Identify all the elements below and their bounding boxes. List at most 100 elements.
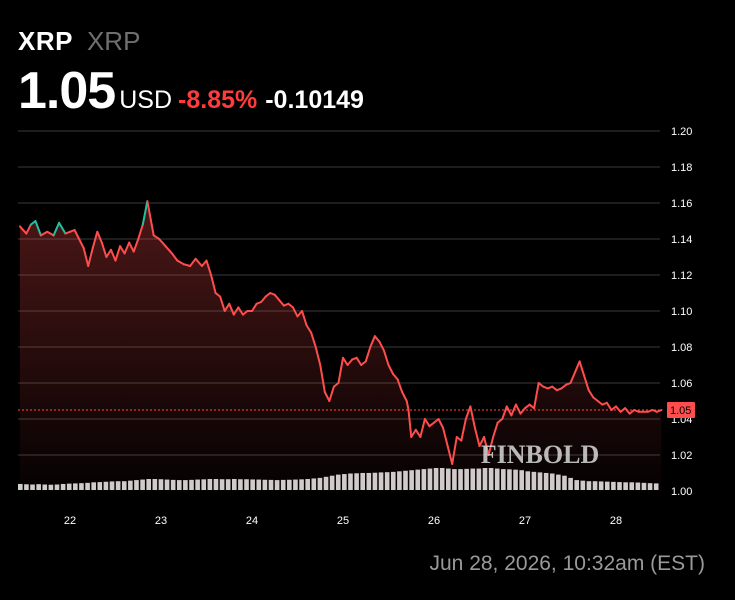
price-segment: [451, 436, 458, 465]
price-segment: [569, 371, 577, 384]
price-segment: [446, 445, 454, 465]
price-segment: [301, 310, 308, 327]
y-tick-label: 1.10: [671, 306, 692, 318]
price-segment: [228, 302, 235, 316]
change-percent: -8.85%: [178, 86, 258, 114]
y-tick-label: 1.00: [671, 486, 692, 498]
price-segment: [624, 407, 631, 415]
price-segment: [410, 428, 417, 438]
price-segment: [423, 418, 431, 428]
price-segment: [442, 427, 449, 447]
price-segment: [260, 295, 267, 303]
price-segment: [407, 409, 413, 438]
price-segment: [578, 360, 586, 377]
current-price: 1.05: [18, 62, 116, 120]
price-segment: [514, 403, 522, 415]
price-segment: [437, 418, 445, 429]
price-segment: [46, 230, 55, 237]
price-segment: [205, 259, 213, 276]
price-segment: [501, 405, 508, 420]
price-segment: [328, 385, 335, 402]
price-segment: [378, 340, 385, 352]
price-segment: [510, 403, 517, 417]
price-segment: [342, 356, 349, 366]
price-area-fill: [19, 201, 662, 491]
y-tick-label: 1.12: [671, 270, 692, 282]
asset-name: XRP: [86, 26, 141, 56]
currency-label: USD: [119, 86, 173, 114]
y-tick-label: 1.20: [671, 126, 692, 138]
price-segment: [473, 427, 481, 447]
price-segment: [100, 241, 108, 258]
change-absolute: -0.10149: [265, 86, 364, 114]
x-tick-label: 26: [428, 515, 440, 527]
price-segment: [460, 418, 467, 442]
price-segment: [34, 220, 42, 237]
price-segment: [605, 401, 613, 411]
price-segment: [96, 230, 103, 244]
price-segment: [483, 436, 490, 456]
price-segment: [487, 436, 495, 456]
price-segment: [137, 223, 144, 240]
price-segment: [219, 295, 226, 312]
price-segment: [355, 356, 363, 366]
price-segment: [109, 248, 117, 262]
y-tick-label: 1.16: [671, 198, 692, 210]
symbol-row: XRP XRP: [18, 26, 364, 57]
price-segment: [319, 364, 326, 393]
price-segment: [401, 391, 408, 402]
price-segment: [305, 324, 313, 334]
price-segment: [314, 346, 322, 366]
price-segment: [310, 331, 317, 348]
price-segment: [533, 382, 540, 410]
price-segment: [655, 409, 663, 413]
x-axis-ticks: 22 23 24 25 26 27 28: [64, 515, 622, 527]
last-price-box: [667, 402, 695, 418]
y-tick-label: 1.02: [671, 450, 692, 462]
price-segment: [405, 400, 410, 411]
price-segment: [291, 306, 299, 318]
price-segment: [52, 221, 61, 237]
price-segment: [223, 302, 231, 312]
price-segment: [82, 247, 90, 267]
price-segment: [170, 252, 179, 262]
y-tick-label: 1.14: [671, 234, 692, 246]
y-tick-label: 1.06: [671, 378, 692, 390]
price-segment: [146, 200, 155, 237]
x-tick-label: 27: [519, 515, 531, 527]
price-segment: [210, 274, 217, 294]
price-segment: [478, 436, 486, 447]
ticker-symbol: XRP: [18, 26, 73, 56]
x-tick-label: 23: [155, 515, 167, 527]
price-segment: [164, 245, 173, 255]
price-line: [18, 200, 663, 465]
price-segment: [323, 391, 331, 402]
price-segment: [105, 248, 112, 258]
x-tick-label: 25: [337, 515, 349, 527]
price-segment: [39, 230, 49, 237]
price-segment: [574, 360, 581, 374]
price-segment: [419, 418, 426, 438]
price-segment: [373, 335, 381, 343]
price-segment: [182, 263, 192, 267]
price-segment: [251, 302, 258, 312]
price-segment: [25, 223, 32, 235]
price-row: 1.05 USD -8.85% -0.10149: [18, 62, 364, 120]
price-segment: [414, 428, 422, 438]
price-segment: [87, 247, 94, 267]
price-segment: [194, 257, 203, 267]
timestamp: Jun 28, 2026, 10:32am (EST): [429, 552, 706, 575]
quote-header: XRP XRP 1.05 USD -8.85% -0.10149: [18, 26, 364, 120]
price-segment: [58, 221, 67, 235]
price-segment: [128, 241, 135, 253]
price-segment: [587, 389, 595, 399]
price-segment: [364, 346, 372, 363]
price-segment: [78, 238, 85, 249]
watermark-logo: FINBOLD: [481, 440, 599, 469]
price-segment: [73, 229, 81, 240]
price-segment: [119, 245, 126, 255]
price-segment: [189, 257, 197, 267]
price-segment: [91, 230, 99, 249]
price-segment: [18, 225, 28, 235]
price-segment: [387, 364, 395, 375]
